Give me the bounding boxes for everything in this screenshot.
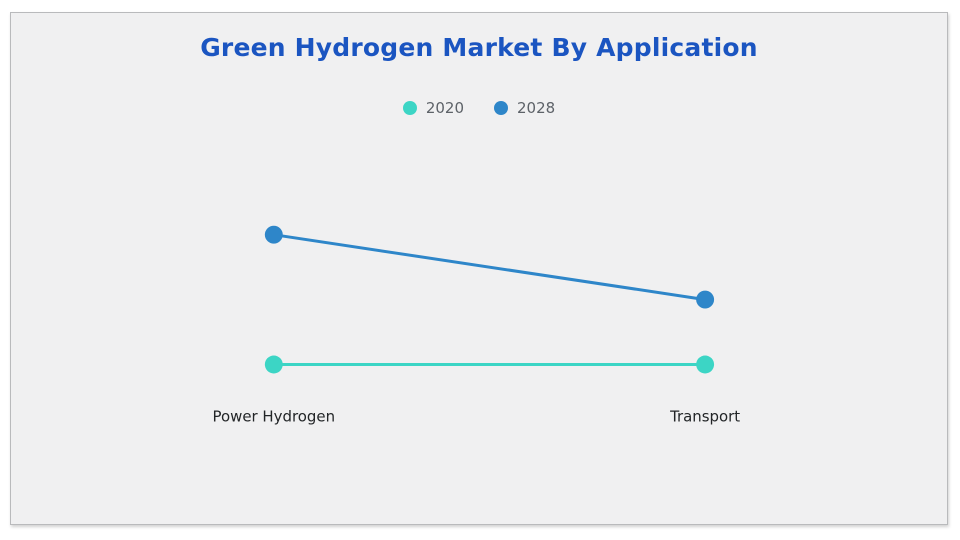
category-label: Transport [669,407,740,425]
legend-label: 2028 [517,99,556,117]
legend-label: 2020 [425,99,464,117]
legend: 2020 2028 [11,99,947,117]
legend-item[interactable]: 2020 [402,99,464,117]
chart-panel: Power Hydrogen Transport Green Hydrogen M… [10,12,948,525]
legend-marker-icon [494,101,508,115]
data-point[interactable] [264,225,283,244]
data-point[interactable] [696,290,715,309]
chart-title: Green Hydrogen Market By Application [200,33,758,62]
series-line [273,233,706,302]
data-point[interactable] [264,355,283,374]
line-chart: Power Hydrogen Transport [213,225,740,425]
category-label: Power Hydrogen [213,407,336,425]
legend-marker-icon [402,101,417,115]
legend-item[interactable]: 2028 [494,99,555,117]
data-point[interactable] [696,355,715,374]
